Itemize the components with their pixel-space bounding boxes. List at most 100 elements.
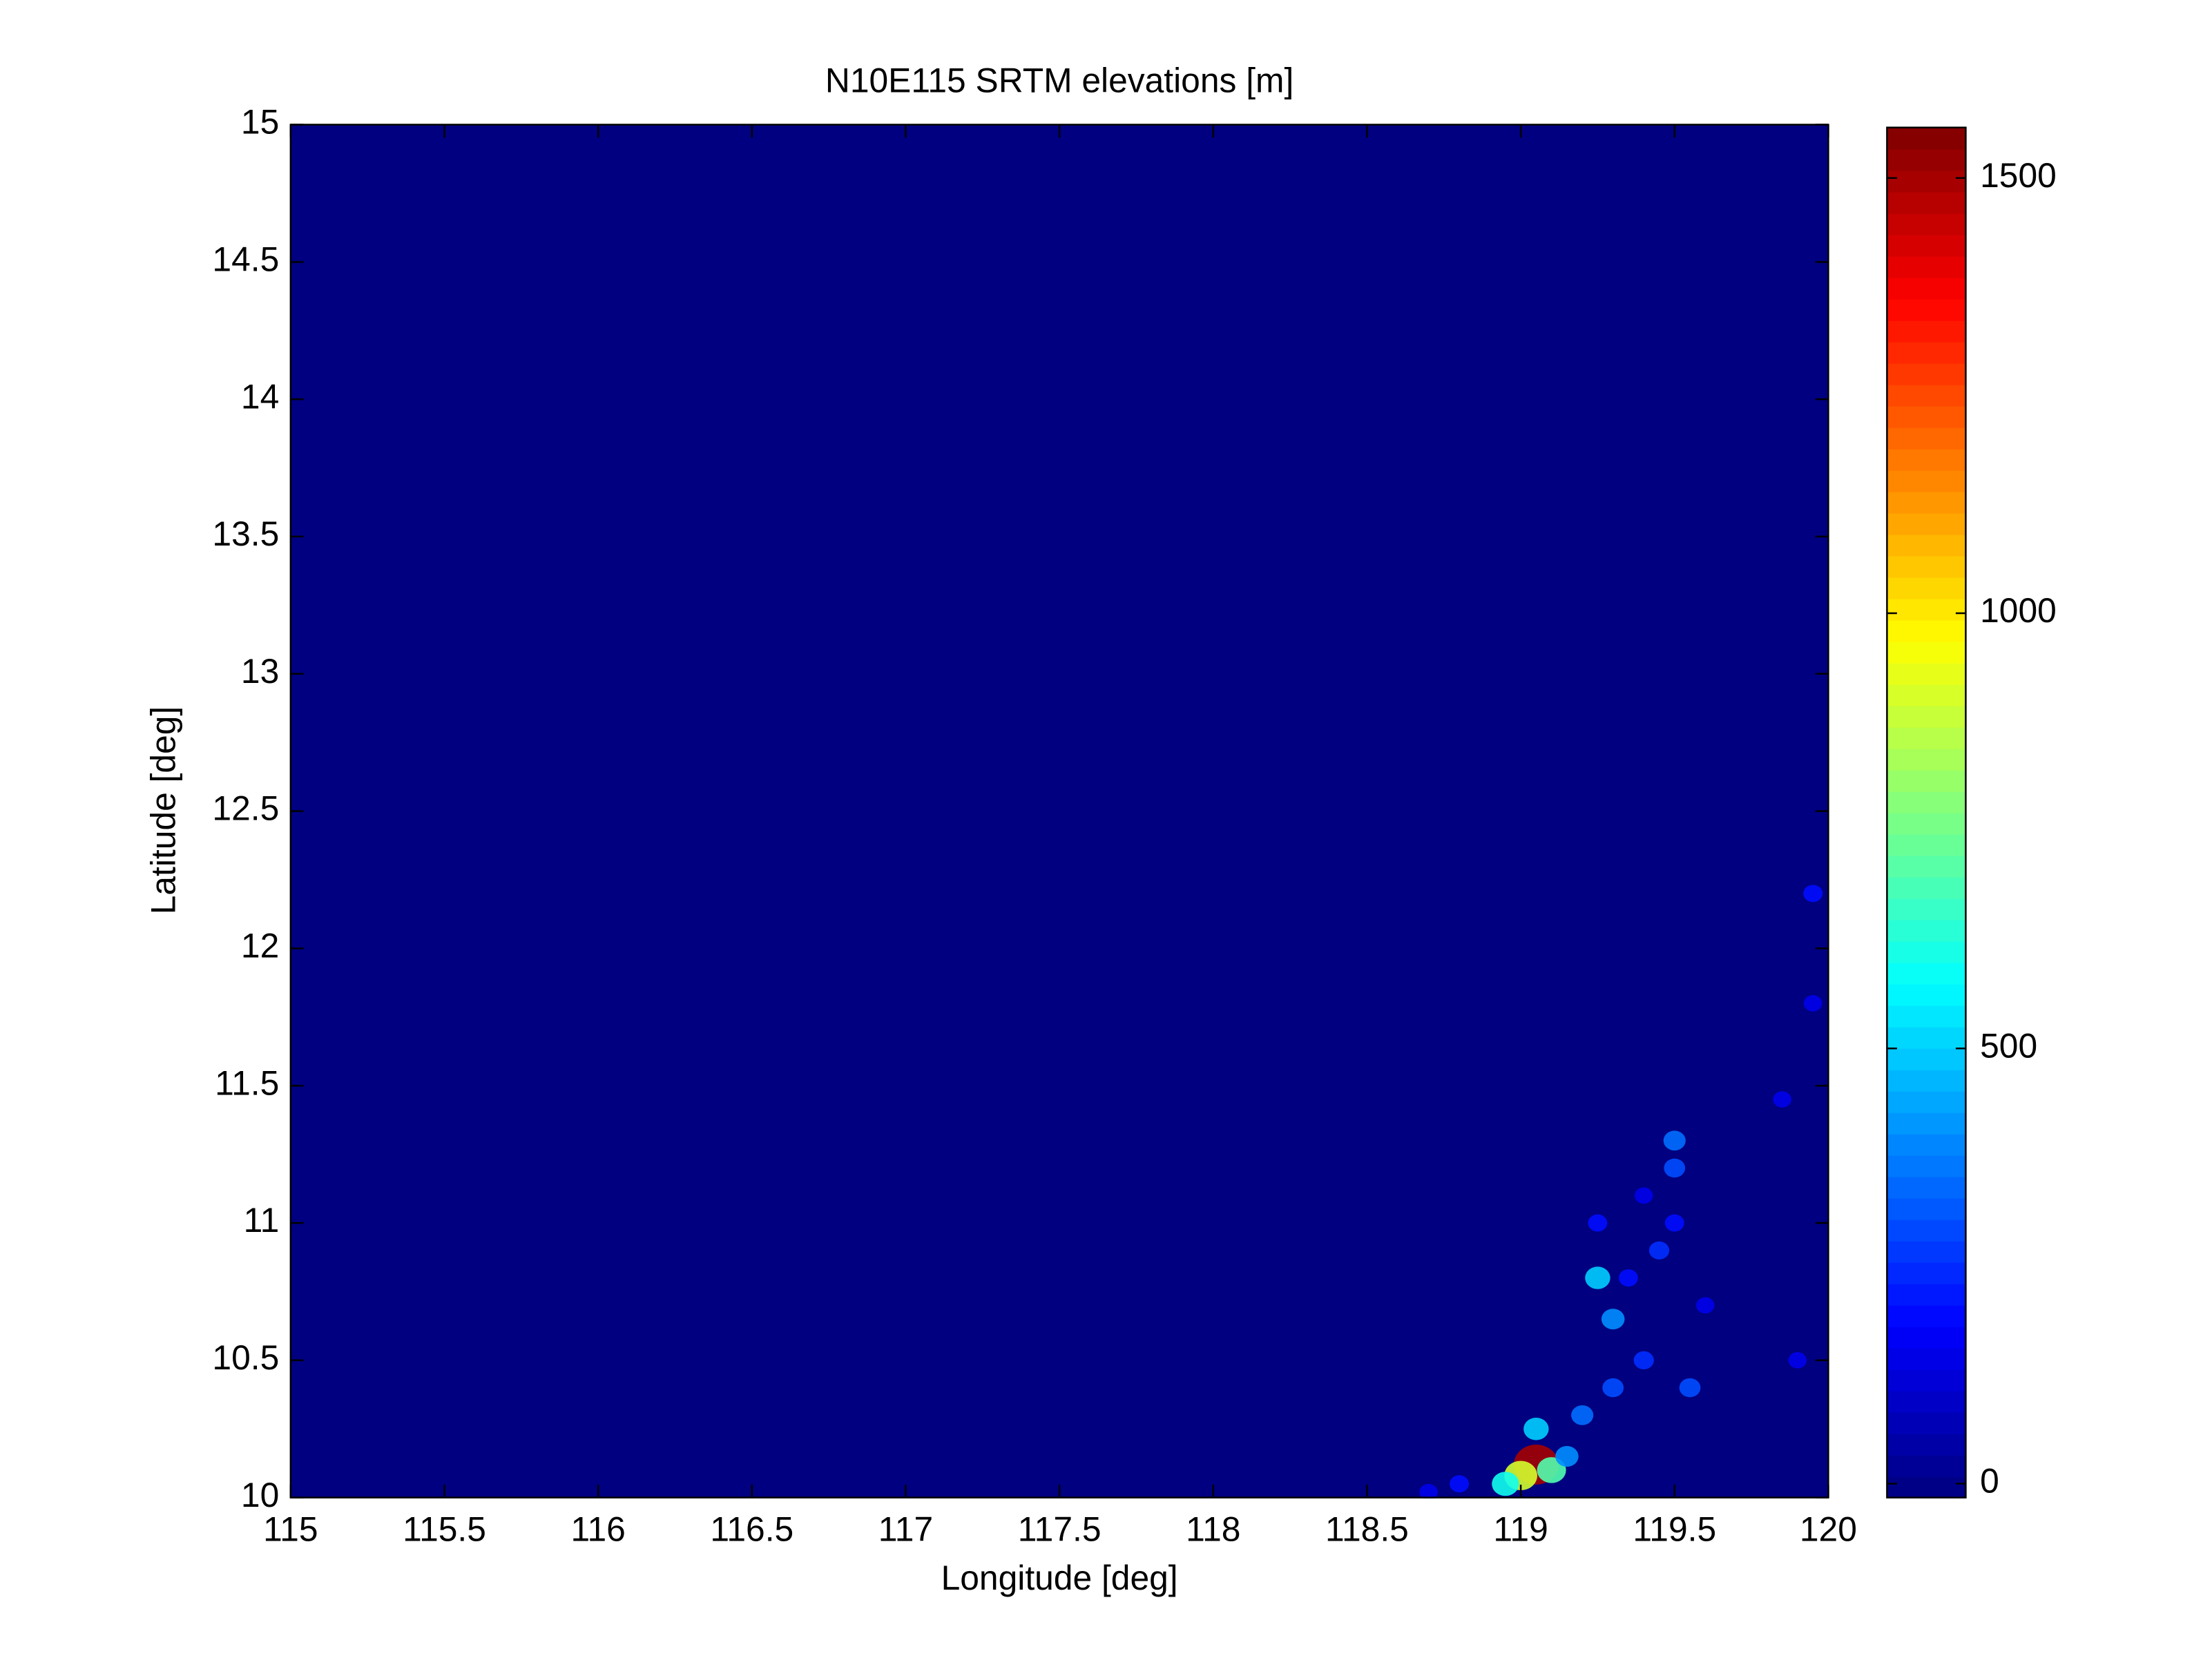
y-tick-label: 10 [241, 1476, 279, 1514]
colorbar-band [1887, 748, 1966, 771]
colorbar-tick-label: 0 [1980, 1462, 1999, 1501]
colorbar-band [1887, 1390, 1966, 1413]
elevation-cell [1679, 1378, 1701, 1398]
y-tick-label: 15 [241, 103, 279, 142]
colorbar-band [1887, 555, 1966, 578]
x-tick-label: 116 [570, 1510, 625, 1549]
elevation-cell [1492, 1472, 1519, 1496]
elevation-cell [1663, 1130, 1686, 1151]
colorbar-band [1887, 234, 1966, 257]
colorbar-band [1887, 1240, 1966, 1263]
y-tick-label: 11.5 [215, 1063, 279, 1102]
elevation-cell [1450, 1475, 1469, 1493]
colorbar-band [1887, 127, 1966, 150]
colorbar-band [1887, 812, 1966, 835]
colorbar-band [1887, 405, 1966, 428]
elevation-cell [1618, 1269, 1638, 1287]
colorbar-band [1887, 1262, 1966, 1284]
colorbar-band [1887, 1155, 1966, 1177]
colorbar-band [1887, 191, 1966, 214]
colorbar-band [1887, 170, 1966, 193]
colorbar-band [1887, 1048, 1966, 1070]
colorbar-band [1887, 427, 1966, 450]
y-tick-label: 12.5 [212, 789, 279, 828]
colorbar-band [1887, 941, 1966, 963]
colorbar-band [1887, 363, 1966, 385]
elevation-cell [1803, 995, 1823, 1012]
colorbar-band [1887, 1219, 1966, 1242]
colorbar-band [1887, 1411, 1966, 1434]
elevation-cell [1523, 1417, 1549, 1440]
colorbar-band [1887, 1283, 1966, 1306]
x-tick-label: 115 [263, 1510, 318, 1549]
colorbar-band [1887, 1433, 1966, 1456]
colorbar-band [1887, 256, 1966, 278]
x-tick-label: 116.5 [710, 1510, 794, 1549]
colorbar-band [1887, 577, 1966, 599]
colorbar-band [1887, 448, 1966, 471]
x-tick-label: 118.5 [1325, 1510, 1409, 1549]
x-tick-label: 117 [878, 1510, 933, 1549]
y-tick-label: 10.5 [212, 1338, 279, 1377]
elevation-cell [1788, 1352, 1807, 1369]
elevation-cell [1555, 1446, 1579, 1467]
colorbar-band [1887, 1326, 1966, 1349]
colorbar-band [1887, 1026, 1966, 1049]
x-tick-label: 120 [1800, 1510, 1857, 1549]
colorbar-band [1887, 1197, 1966, 1220]
colorbar-tick-label: 1500 [1980, 156, 2057, 195]
colorbar-band [1887, 684, 1966, 706]
chart-title: N10E115 SRTM elevations [m] [825, 61, 1293, 100]
colorbar-band [1887, 705, 1966, 728]
colorbar-band [1887, 619, 1966, 642]
colorbar-band [1887, 598, 1966, 621]
colorbar-band [1887, 320, 1966, 343]
y-tick-label: 12 [241, 927, 279, 965]
colorbar-band [1887, 534, 1966, 557]
colorbar-band [1887, 726, 1966, 749]
colorbar-band [1887, 1112, 1966, 1135]
colorbar-band [1887, 491, 1966, 514]
y-tick-label: 13.5 [212, 514, 279, 553]
x-tick-label: 117.5 [1018, 1510, 1102, 1549]
x-tick-label: 119 [1493, 1510, 1548, 1549]
colorbar-band [1887, 641, 1966, 664]
plot-bottom-mask [287, 1498, 1831, 1556]
elevation-cell [1571, 1405, 1594, 1425]
x-tick-label: 115.5 [403, 1510, 486, 1549]
colorbar-band [1887, 1454, 1966, 1477]
colorbar-band [1887, 213, 1966, 235]
colorbar-band [1887, 1069, 1966, 1092]
y-tick-label: 13 [241, 652, 279, 691]
elevation-cell [1585, 1266, 1610, 1289]
colorbar-tick-label: 500 [1980, 1026, 2037, 1065]
colorbar-band [1887, 512, 1966, 535]
elevation-cell [1602, 1378, 1624, 1398]
colorbar-band [1887, 855, 1966, 878]
colorbar-band [1887, 962, 1966, 985]
x-tick-label: 118 [1186, 1510, 1240, 1549]
colorbar-band [1887, 1369, 1966, 1391]
colorbar-band [1887, 662, 1966, 685]
elevation-cell [1601, 1309, 1625, 1330]
elevation-cell [1696, 1297, 1715, 1314]
y-axis-label: Latitude [deg] [144, 706, 183, 915]
elevation-cell [1588, 1214, 1608, 1232]
colorbar-band [1887, 833, 1966, 856]
colorbar-band [1887, 1476, 1966, 1498]
colorbar-band [1887, 898, 1966, 920]
colorbar-band [1887, 876, 1966, 899]
x-axis-label: Longitude [deg] [941, 1559, 1178, 1597]
plot-background [290, 124, 1829, 1498]
colorbar-band [1887, 470, 1966, 492]
x-tick-label: 119.5 [1633, 1510, 1716, 1549]
colorbar-band [1887, 1347, 1966, 1370]
elevation-cell [1419, 1483, 1438, 1501]
elevation-cell [1634, 1187, 1653, 1204]
elevation-cell [1803, 885, 1823, 903]
y-tick-label: 14 [241, 377, 279, 416]
elevation-cell [1664, 1214, 1684, 1232]
colorbar-band [1887, 791, 1966, 813]
